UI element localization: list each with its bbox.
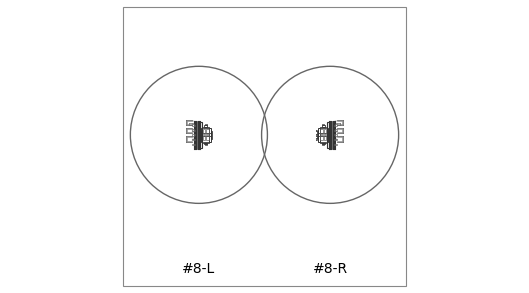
Bar [203, 135, 205, 140]
Bar [318, 128, 320, 142]
Bar [320, 142, 326, 143]
Bar [209, 128, 211, 142]
Bar [192, 139, 194, 140]
Bar [326, 128, 328, 142]
Bar [334, 130, 335, 131]
Bar [334, 139, 335, 140]
Bar [335, 139, 337, 140]
Bar [192, 144, 194, 145]
Bar [324, 129, 326, 134]
Bar [201, 128, 203, 142]
Bar [321, 129, 323, 134]
Bar [203, 129, 205, 134]
Bar [320, 127, 326, 128]
Text: #8-R: #8-R [313, 262, 348, 276]
Bar [194, 125, 195, 126]
Bar [205, 124, 206, 125]
Bar [200, 122, 202, 148]
Bar [335, 129, 337, 131]
Bar [204, 125, 207, 127]
Text: #8-L: #8-L [183, 262, 215, 276]
Bar [194, 134, 195, 135]
Bar [194, 139, 195, 140]
Bar [321, 135, 323, 140]
Bar [334, 134, 335, 135]
Bar [192, 134, 194, 136]
Bar [334, 125, 335, 126]
Bar [192, 129, 194, 131]
Bar [334, 144, 335, 145]
Bar [194, 144, 195, 145]
Bar [322, 125, 325, 127]
Bar [335, 134, 337, 136]
Bar [194, 130, 195, 131]
Bar [327, 122, 329, 148]
Bar [324, 135, 326, 140]
Bar [206, 129, 208, 134]
Bar [323, 144, 324, 145]
Bar [203, 127, 209, 128]
Bar [204, 143, 207, 144]
Bar [206, 135, 208, 140]
Bar [335, 144, 337, 145]
Bar [203, 142, 209, 143]
Bar [335, 125, 337, 126]
Bar [318, 134, 328, 136]
Bar [192, 125, 194, 126]
Bar [322, 143, 325, 144]
Bar [323, 124, 324, 125]
Bar [205, 144, 206, 145]
Bar [201, 134, 211, 136]
